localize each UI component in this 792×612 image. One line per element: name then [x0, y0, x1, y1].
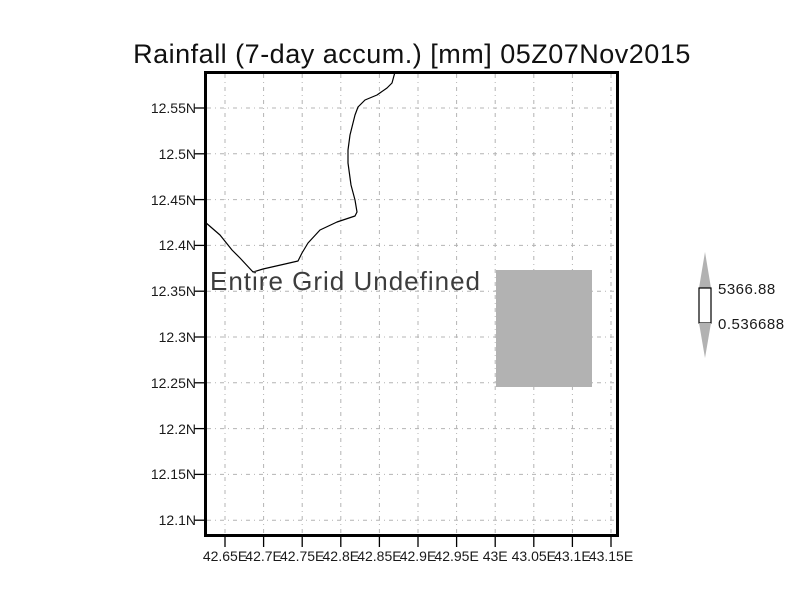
- colorbar-up-arrow-icon: [699, 252, 711, 288]
- y-axis-tick-label: 12.3N: [158, 329, 196, 345]
- x-axis-tick-label: 43.05E: [511, 548, 556, 564]
- coastline-path: [204, 71, 396, 273]
- undefined-region: [496, 270, 592, 387]
- x-axis-tick-label: 42.85E: [357, 548, 402, 564]
- x-axis-tick-label: 42.65E: [202, 548, 248, 564]
- y-axis-tick-label: 12.45N: [150, 191, 196, 208]
- colorbar-band: [698, 287, 712, 324]
- x-axis-tick-label: 43.15E: [588, 548, 634, 564]
- y-axis-tick-label: 12.55N: [150, 100, 196, 116]
- x-axis-tick-label: 42.7E: [245, 548, 282, 564]
- x-axis-tick-label: 42.75E: [280, 548, 325, 564]
- x-axis-tick-label: 42.9E: [399, 548, 437, 564]
- colorbar-max-value: 5366.88: [718, 281, 776, 298]
- colorbar-down-arrow-icon: [699, 323, 711, 358]
- y-axis-tick-label: 12.35N: [150, 283, 196, 300]
- page-title: Rainfall (7-day accum.) [mm] 05Z07Nov201…: [133, 39, 691, 69]
- y-axis-tick-label: 12.15N: [150, 466, 196, 483]
- colorbar: [698, 252, 712, 358]
- x-axis-tick-label: 43E: [482, 548, 508, 564]
- y-axis-ticks: [194, 107, 204, 521]
- x-axis-ticks: [224, 537, 612, 547]
- x-axis-tick-label: 42.8E: [322, 548, 360, 564]
- x-axis-tick-label: 42.95E: [434, 548, 479, 564]
- x-axis-tick-label: 43.1E: [554, 548, 591, 564]
- y-axis-tick-label: 12.5N: [158, 145, 196, 162]
- grid-undefined-message: Entire Grid Undefined: [210, 266, 482, 296]
- y-axis-tick-label: 12.4N: [158, 237, 196, 254]
- y-axis-tick-label: 12.2N: [158, 420, 196, 437]
- y-axis-tick-label: 12.25N: [150, 374, 196, 391]
- plot-frame: [204, 71, 619, 537]
- colorbar-min-value: 0.536688: [718, 316, 785, 333]
- y-axis-tick-label: 12.1N: [158, 512, 196, 529]
